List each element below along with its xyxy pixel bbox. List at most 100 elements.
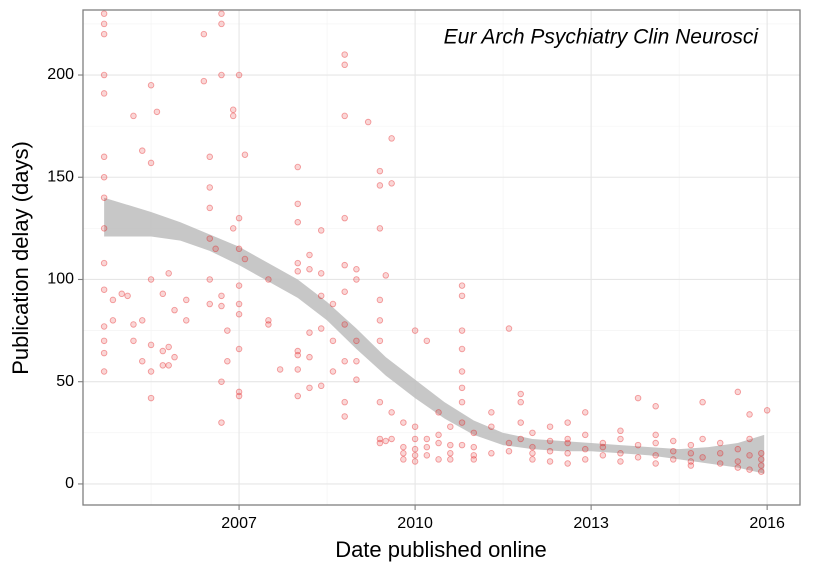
point — [617, 450, 624, 457]
point — [546, 423, 554, 430]
point — [411, 327, 419, 334]
point — [306, 353, 313, 361]
point — [505, 447, 513, 455]
point — [218, 10, 225, 17]
point — [746, 435, 753, 443]
point — [218, 419, 225, 426]
point — [341, 321, 348, 328]
point — [423, 337, 431, 345]
y-tick-label: 150 — [47, 168, 74, 185]
x-axis-title: Date published online — [335, 537, 547, 562]
point — [341, 261, 348, 269]
point — [206, 204, 213, 212]
point — [241, 151, 249, 159]
point — [317, 382, 325, 390]
point — [100, 259, 108, 267]
point — [306, 266, 313, 273]
point — [341, 358, 348, 365]
point — [147, 276, 155, 283]
point — [517, 419, 524, 426]
point — [599, 443, 607, 451]
point — [488, 423, 495, 430]
point — [329, 300, 337, 308]
point — [306, 251, 313, 259]
point — [200, 77, 208, 85]
point — [746, 466, 753, 473]
point — [353, 266, 360, 273]
point — [435, 439, 442, 447]
point — [546, 447, 554, 455]
point — [341, 398, 348, 406]
point — [109, 296, 117, 304]
point — [329, 337, 337, 345]
panel-background — [83, 10, 800, 505]
point — [447, 456, 454, 463]
point — [229, 106, 237, 114]
point — [470, 452, 478, 459]
point — [458, 398, 466, 406]
point — [200, 30, 208, 38]
point — [517, 398, 524, 406]
point — [376, 225, 384, 232]
point — [153, 108, 161, 116]
point — [435, 431, 442, 439]
point — [763, 407, 771, 414]
point — [470, 443, 478, 451]
x-tick-label: 2013 — [573, 515, 609, 532]
point — [411, 435, 419, 443]
point — [582, 456, 589, 463]
point — [235, 392, 243, 400]
y-tick-label: 200 — [47, 66, 74, 83]
point — [206, 276, 213, 283]
point — [517, 435, 524, 443]
point — [353, 358, 360, 365]
point — [159, 290, 167, 298]
point — [235, 345, 243, 353]
point — [317, 292, 325, 300]
point — [139, 358, 146, 365]
point — [599, 452, 607, 459]
point — [317, 270, 325, 277]
point — [171, 353, 178, 361]
point — [411, 458, 419, 465]
x-tick-label: 2010 — [397, 515, 433, 532]
point — [294, 218, 301, 226]
point — [617, 458, 624, 465]
grid — [83, 10, 800, 505]
point — [130, 321, 137, 328]
point — [758, 450, 765, 457]
point — [294, 163, 301, 171]
point — [171, 306, 178, 314]
point — [617, 427, 624, 435]
point — [229, 112, 237, 120]
point — [529, 456, 536, 463]
point — [687, 441, 695, 449]
point — [400, 419, 407, 426]
point — [159, 362, 167, 369]
point — [206, 153, 213, 161]
point — [165, 362, 172, 369]
point — [183, 317, 190, 324]
point — [224, 327, 231, 334]
point — [165, 343, 172, 351]
point — [306, 384, 313, 392]
point — [100, 194, 108, 201]
point — [100, 349, 108, 357]
point — [470, 456, 478, 463]
point — [235, 71, 243, 79]
point — [376, 398, 384, 406]
point — [582, 445, 589, 453]
point — [206, 235, 213, 242]
point — [734, 388, 742, 396]
point — [265, 276, 272, 283]
point — [687, 450, 695, 457]
x-tick-label: 2007 — [221, 515, 257, 532]
point — [411, 423, 419, 430]
point — [218, 378, 225, 385]
point — [388, 180, 395, 187]
point — [746, 411, 753, 418]
point — [235, 388, 243, 396]
point — [130, 337, 137, 345]
